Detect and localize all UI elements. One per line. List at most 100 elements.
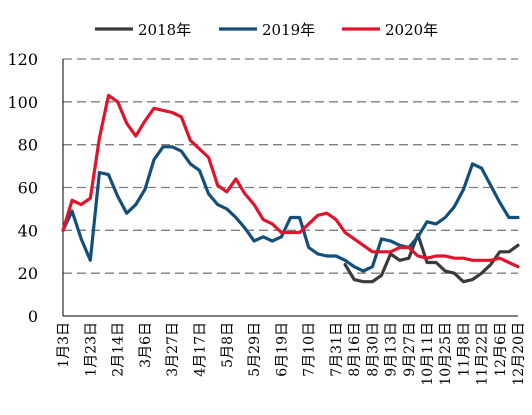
data-point (135, 203, 137, 206)
data-point (462, 188, 465, 191)
data-point (216, 203, 219, 206)
y-tick-label: 40 (18, 221, 38, 240)
data-point (508, 261, 510, 264)
data-point (371, 250, 374, 253)
data-point (362, 280, 365, 283)
data-point (344, 259, 346, 262)
data-point (444, 270, 447, 272)
data-point (235, 178, 237, 180)
data-point (317, 214, 319, 217)
data-point (380, 274, 383, 277)
data-point (80, 203, 82, 206)
data-point (107, 173, 110, 176)
x-tick-label: 5月8日 (220, 322, 236, 368)
data-point (298, 216, 301, 219)
x-tick-label: 8月30日 (365, 322, 381, 377)
data-point (116, 101, 119, 103)
data-point (226, 190, 228, 193)
data-point (226, 208, 228, 210)
series-line-2 (61, 145, 520, 273)
data-point (508, 250, 510, 253)
data-point (453, 205, 456, 208)
data-point (189, 163, 192, 165)
data-point (417, 235, 419, 238)
series-line-3 (61, 93, 520, 269)
data-point (480, 259, 483, 262)
data-point (471, 163, 474, 165)
data-point (125, 122, 128, 125)
data-point (398, 244, 401, 247)
data-point (353, 238, 356, 240)
data-point (153, 158, 155, 161)
data-point (371, 280, 374, 283)
data-point (471, 259, 474, 262)
data-point (362, 244, 365, 247)
data-point (499, 257, 501, 259)
x-tick-label: 10月25日 (438, 322, 454, 386)
legend-label: 2018年 (138, 21, 191, 39)
x-tick-label: 12月6日 (493, 322, 509, 377)
series-line-1 (343, 233, 520, 284)
data-point (499, 250, 501, 253)
data-point (335, 255, 337, 257)
x-tick-label: 3月27日 (165, 322, 181, 377)
data-point (216, 184, 219, 187)
data-point (444, 216, 447, 219)
legend: 2018年 2019年 2020年 (95, 21, 438, 39)
data-point (380, 250, 383, 253)
data-point (144, 188, 146, 191)
x-tick-label: 3月6日 (138, 322, 154, 368)
data-point (107, 94, 110, 97)
x-tick-label: 8月16日 (347, 322, 363, 377)
data-point (417, 255, 419, 257)
legend-label: 2020年 (385, 21, 438, 39)
data-point (517, 216, 519, 219)
data-point (335, 218, 337, 221)
data-point (180, 116, 183, 118)
data-point (98, 171, 101, 174)
data-point (189, 139, 192, 142)
data-point (326, 212, 328, 214)
data-point (307, 223, 310, 225)
series-lines (61, 93, 520, 284)
data-point (389, 253, 392, 255)
data-point (344, 263, 346, 266)
data-point (207, 193, 210, 195)
data-point (508, 216, 510, 219)
data-point (453, 272, 456, 274)
x-tick-label: 1月23日 (83, 322, 99, 377)
data-point (389, 240, 392, 242)
data-point (244, 193, 246, 195)
data-point (517, 244, 519, 247)
data-point (80, 238, 82, 240)
data-point (380, 238, 383, 240)
data-point (116, 195, 119, 197)
data-point (89, 197, 92, 200)
data-point (317, 253, 319, 255)
grid-lines (63, 58, 518, 274)
data-point (426, 220, 428, 223)
x-tick-label: 11月8日 (456, 322, 472, 377)
x-tick-label: 7月31日 (329, 322, 345, 377)
data-point (162, 146, 164, 148)
data-point (517, 265, 519, 268)
x-tick-label: 2月14日 (111, 322, 127, 377)
legend-label: 2019年 (262, 21, 315, 39)
data-point (326, 255, 328, 257)
data-point (89, 259, 92, 262)
data-point (426, 261, 428, 264)
data-point (489, 263, 492, 266)
data-point (307, 246, 310, 249)
x-tick-label: 5月29日 (247, 322, 263, 377)
y-tick-label: 120 (7, 50, 38, 69)
data-point (271, 240, 274, 242)
data-point (298, 231, 301, 234)
data-point (435, 261, 437, 264)
data-point (480, 272, 483, 274)
data-point (235, 216, 237, 219)
data-point (408, 246, 410, 249)
data-point (489, 184, 492, 187)
data-point (398, 246, 401, 249)
data-point (153, 107, 155, 110)
